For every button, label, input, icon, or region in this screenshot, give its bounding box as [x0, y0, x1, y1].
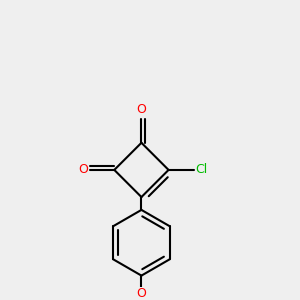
Text: O: O [136, 287, 146, 300]
Text: Cl: Cl [196, 164, 208, 176]
Text: O: O [136, 103, 146, 116]
Text: O: O [78, 164, 88, 176]
